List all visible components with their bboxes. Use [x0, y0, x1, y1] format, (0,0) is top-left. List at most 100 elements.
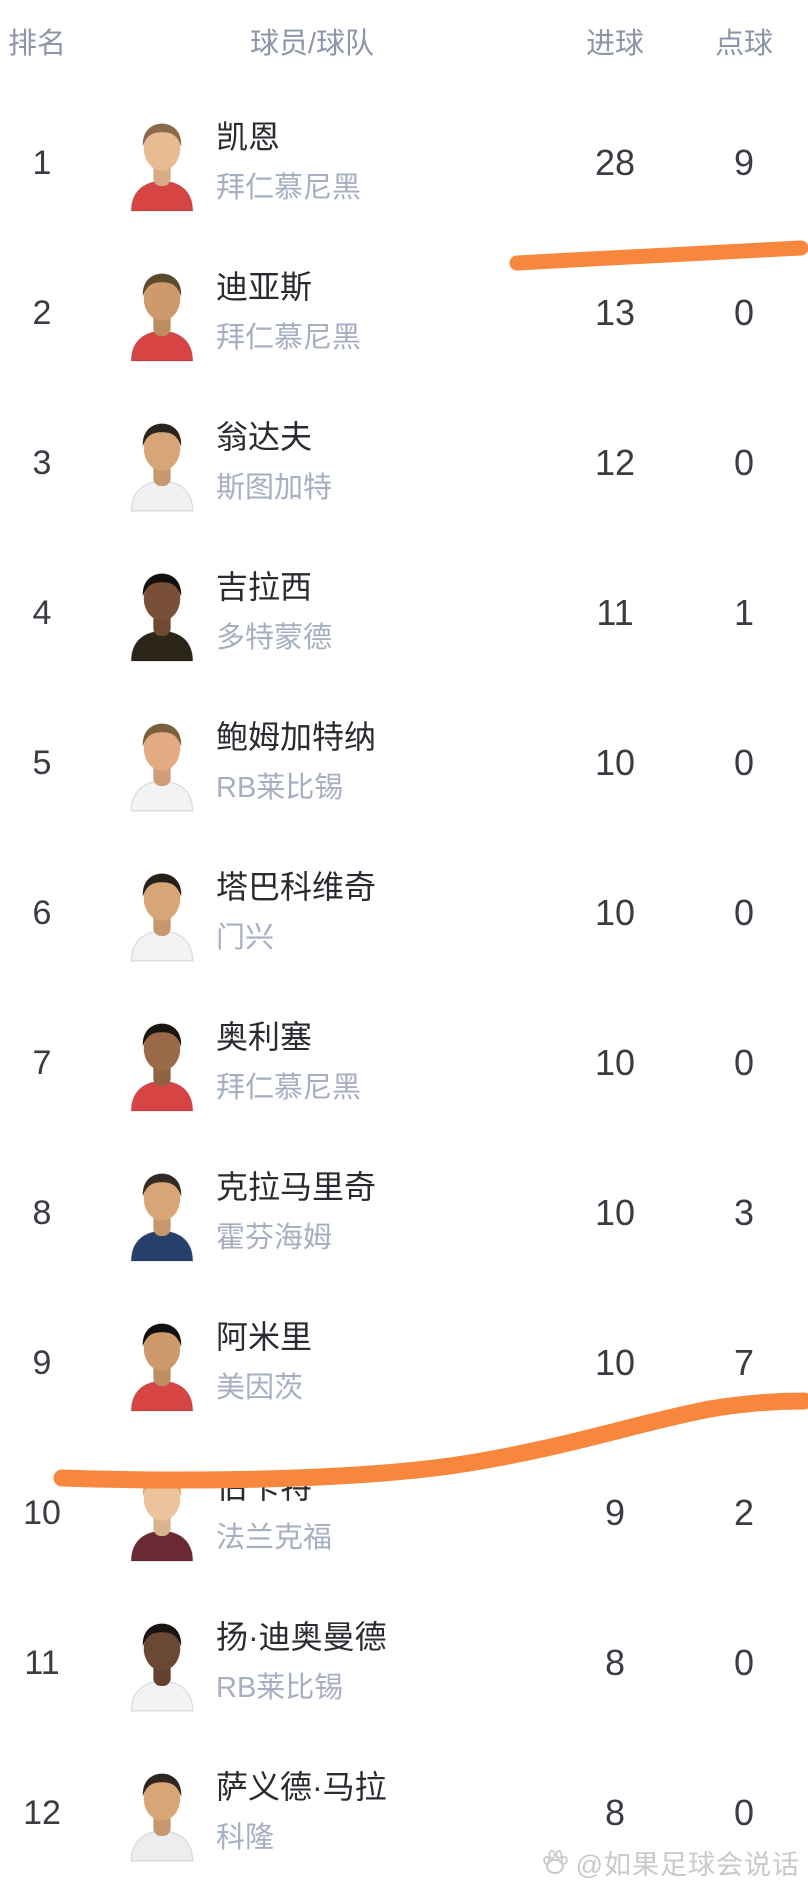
table-row[interactable]: 1 凯恩 拜仁慕尼黑 28 9: [0, 88, 808, 238]
player-bust-icon: [130, 1623, 194, 1712]
player-name: 萨义德·马拉: [216, 1769, 387, 1805]
player-avatar: [114, 414, 210, 512]
goals-cell: 9: [604, 1492, 626, 1533]
team-name: 拜仁慕尼黑: [216, 322, 362, 354]
table-row[interactable]: 4 吉拉西 多特蒙德 11 1: [0, 538, 808, 688]
table-row[interactable]: 9 阿米里 美因茨 10 7: [0, 1288, 808, 1438]
goals-cell: 28: [594, 142, 636, 183]
player-name: 克拉马里奇: [216, 1169, 377, 1205]
player-avatar: [114, 1314, 210, 1412]
rank-cell: 8: [32, 1194, 52, 1232]
team-name: RB莱比锡: [216, 1672, 344, 1704]
player-list: 1 凯恩 拜仁慕尼黑 28 9 2: [0, 88, 808, 1888]
rank-cell: 7: [32, 1044, 52, 1082]
team-name: 美因茨: [216, 1372, 304, 1404]
penalties-cell: 0: [733, 742, 755, 783]
table-row[interactable]: 7 奥利塞 拜仁慕尼黑 10 0: [0, 988, 808, 1138]
watermark: @如果足球会说话: [541, 1842, 800, 1882]
goals-cell: 10: [594, 1042, 636, 1083]
player-name: 翁达夫: [216, 419, 313, 455]
goals-cell: 10: [594, 892, 636, 933]
player-bust-icon: [130, 873, 194, 962]
rank-cell: 6: [32, 894, 52, 932]
rank-cell: 5: [32, 744, 52, 782]
player-name: 扬·迪奥曼德: [216, 1619, 387, 1655]
table-row[interactable]: 3 翁达夫 斯图加特 12 0: [0, 388, 808, 538]
team-name: 门兴: [216, 922, 275, 954]
player-name: 迪亚斯: [216, 269, 313, 305]
rank-cell: 3: [32, 444, 52, 482]
penalties-cell: 0: [733, 1792, 755, 1833]
player-avatar: [114, 264, 210, 362]
player-bust-icon: [130, 573, 194, 662]
player-name: 凯恩: [216, 119, 281, 155]
team-name: 科隆: [216, 1822, 275, 1854]
table-row[interactable]: 11 扬·迪奥曼德 RB莱比锡 8 0: [0, 1588, 808, 1738]
player-bust-icon: [130, 1323, 194, 1412]
penalties-cell: 2: [733, 1492, 755, 1533]
player-bust-icon: [130, 1773, 194, 1862]
goals-column-header: 进球: [585, 28, 644, 60]
player-bust-icon: [130, 273, 194, 362]
table-row[interactable]: 12 萨义德·马拉 科隆 8 0: [0, 1738, 808, 1888]
goals-cell: 10: [594, 1342, 636, 1383]
penalties-cell: 9: [733, 142, 755, 183]
player-name: 吉拉西: [216, 569, 313, 605]
goals-cell: 8: [604, 1642, 626, 1683]
team-name: 拜仁慕尼黑: [216, 172, 362, 204]
rank-cell: 11: [24, 1644, 60, 1682]
rank-cell: 10: [23, 1494, 61, 1532]
player-avatar: [114, 564, 210, 662]
goals-cell: 13: [594, 292, 636, 333]
penalties-cell: 1: [733, 592, 755, 633]
rank-column-header: 排名: [8, 28, 67, 60]
player-bust-icon: [130, 723, 194, 812]
team-name: 法兰克福: [216, 1522, 333, 1554]
player-avatar: [114, 1764, 210, 1862]
rank-cell: 2: [32, 294, 52, 332]
player-bust-icon: [130, 123, 194, 212]
penalties-cell: 0: [733, 1042, 755, 1083]
table-row[interactable]: 5 鲍姆加特纳 RB莱比锡 10 0: [0, 688, 808, 838]
player-avatar: [114, 1614, 210, 1712]
table-row[interactable]: 6 塔巴科维奇 门兴 10 0: [0, 838, 808, 988]
team-name: 多特蒙德: [216, 622, 333, 654]
penalties-cell: 0: [733, 442, 755, 483]
player-avatar: [114, 1464, 210, 1562]
penalties-column-header: 点球: [714, 28, 773, 60]
rank-cell: 4: [32, 594, 52, 632]
team-name: RB莱比锡: [216, 772, 344, 804]
table-row[interactable]: 8 克拉马里奇 霍芬海姆 10 3: [0, 1138, 808, 1288]
goals-cell: 8: [604, 1792, 626, 1833]
player-name: 塔巴科维奇: [216, 869, 377, 905]
player-avatar: [114, 114, 210, 212]
goals-cell: 10: [594, 1192, 636, 1233]
table-row[interactable]: 10 伯卡特 法兰克福 9 2: [0, 1438, 808, 1588]
player-avatar: [114, 1164, 210, 1262]
penalties-cell: 0: [733, 292, 755, 333]
player-name: 阿米里: [216, 1319, 313, 1355]
player-team-column-header: 球员/球队: [250, 28, 375, 60]
rank-cell: 9: [32, 1344, 52, 1382]
penalties-cell: 3: [733, 1192, 755, 1233]
table-row[interactable]: 2 迪亚斯 拜仁慕尼黑 13 0: [0, 238, 808, 388]
player-name: 伯卡特: [216, 1469, 313, 1505]
goals-cell: 11: [596, 592, 634, 633]
goals-cell: 12: [594, 442, 636, 483]
team-name: 斯图加特: [216, 472, 333, 504]
penalties-cell: 0: [733, 892, 755, 933]
penalties-cell: 7: [733, 1342, 755, 1383]
team-name: 霍芬海姆: [216, 1222, 333, 1254]
player-name: 奥利塞: [216, 1019, 313, 1055]
watermark-text: @如果足球会说话: [575, 1849, 800, 1880]
team-name: 拜仁慕尼黑: [216, 1072, 362, 1104]
rank-cell: 1: [32, 144, 52, 182]
paw-logo-icon: [542, 1850, 568, 1874]
player-avatar: [114, 1014, 210, 1112]
penalties-cell: 0: [733, 1642, 755, 1683]
player-bust-icon: [130, 1473, 194, 1562]
player-bust-icon: [130, 423, 194, 512]
player-bust-icon: [130, 1173, 194, 1262]
rank-cell: 12: [23, 1794, 61, 1832]
